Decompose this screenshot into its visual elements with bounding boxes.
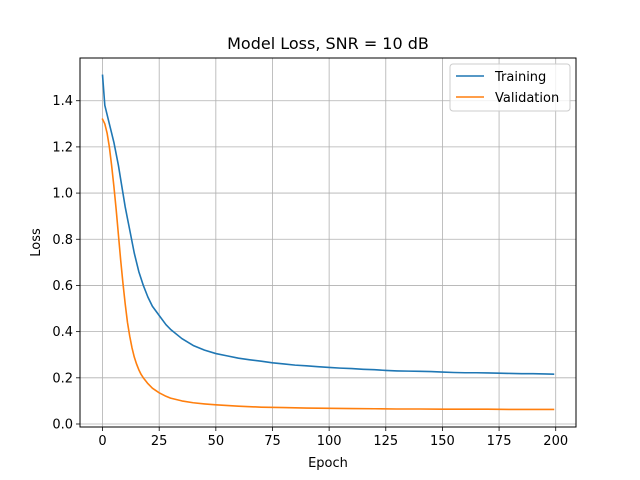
y-tick-label: 1.2 <box>52 140 73 155</box>
y-tick-label: 1.0 <box>52 187 73 202</box>
series-line-validation <box>101 118 555 411</box>
y-tick-label: 0.8 <box>52 233 73 248</box>
legend: Training Validation <box>449 63 571 112</box>
x-tick-label: 175 <box>487 434 512 449</box>
y-tick-label: 0.0 <box>52 417 73 432</box>
y-tick-label: 0.6 <box>52 279 73 294</box>
x-tick-label: 125 <box>373 434 398 449</box>
legend-label-validation: Validation <box>495 91 559 106</box>
x-tick-label: 200 <box>543 434 568 449</box>
series-group <box>101 74 555 411</box>
chart-title: Model Loss, SNR = 10 dB <box>227 34 429 53</box>
series-line-training <box>101 74 555 375</box>
x-tick-label: 0 <box>98 434 106 449</box>
x-tick-label: 100 <box>317 434 342 449</box>
plot-frame <box>79 57 577 428</box>
legend-label-training: Training <box>494 70 546 85</box>
y-tick-label: 0.2 <box>52 371 73 386</box>
y-axis-label: Loss <box>29 228 44 257</box>
y-tick-label: 0.4 <box>52 325 73 340</box>
x-tick-label: 150 <box>430 434 455 449</box>
x-tick-label: 25 <box>151 434 168 449</box>
grid <box>80 58 576 427</box>
plot-area <box>80 58 576 427</box>
x-tick-label: 50 <box>208 434 225 449</box>
tick-group: 0 25 50 75 100 125 150 175 200 0.0 0.2 0.4 0.6 0.8 1.0… <box>52 94 568 449</box>
x-tick-label: 75 <box>264 434 281 449</box>
y-tick-label: 1.4 <box>52 94 73 109</box>
x-axis-label: Epoch <box>308 456 348 471</box>
